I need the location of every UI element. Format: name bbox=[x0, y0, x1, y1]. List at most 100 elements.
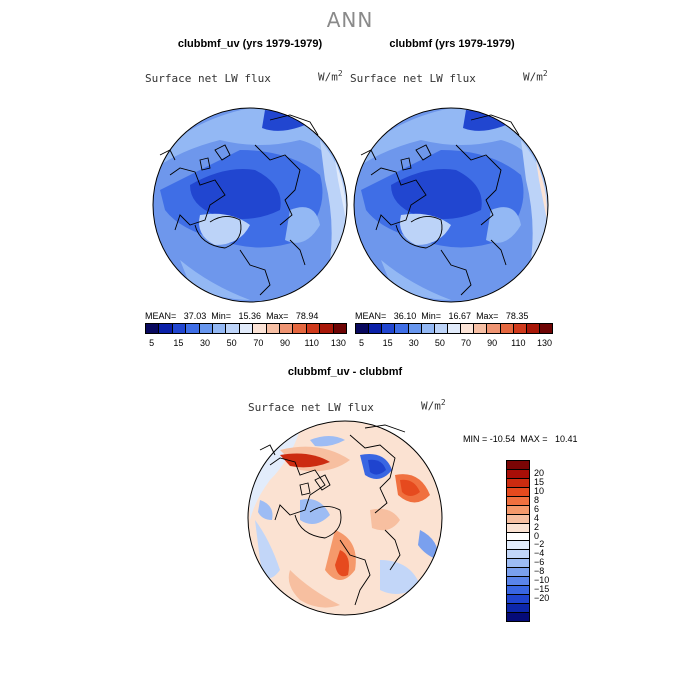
colorbar-swatch bbox=[333, 324, 347, 333]
colorbar-swatch bbox=[526, 324, 540, 333]
colorbar-swatch bbox=[507, 559, 529, 569]
colorbar-swatch bbox=[253, 324, 267, 333]
colorbar-tick-label: 70 bbox=[461, 338, 472, 348]
panel-2-title: clubbmf (yrs 1979-1979) bbox=[389, 38, 515, 50]
colorbar-swatch bbox=[507, 612, 529, 621]
diff-panel-title: clubbmf_uv - clubbmf bbox=[287, 366, 403, 378]
panel-2-colorbar-labels: 5 15 30 50 70 90 110 130 bbox=[355, 338, 552, 350]
panel-2-units: W/m2 bbox=[523, 69, 548, 84]
colorbar-swatch bbox=[461, 324, 475, 333]
colorbar-swatch bbox=[507, 514, 529, 524]
colorbar-tick-label: 90 bbox=[279, 338, 291, 348]
diff-panel-colorbar bbox=[506, 460, 530, 622]
colorbar-swatch bbox=[507, 550, 529, 560]
panel-2-stats: MEAN= 36.10 Min= 16.67 Max= 78.35 bbox=[355, 311, 529, 321]
panel-2-colorbar bbox=[355, 323, 553, 334]
colorbar-tick-label: 15 bbox=[382, 338, 393, 348]
colorbar-swatch bbox=[507, 523, 529, 533]
diff-panel-colorbar-labels: 20 15 10 8 6 4 2 0 −2 −4 −6 −8 −10 −15 −20 bbox=[534, 460, 574, 620]
colorbar-swatch bbox=[159, 324, 173, 333]
diff-panel-field-label: Surface net LW flux bbox=[248, 401, 374, 414]
colorbar-tick-label: 50 bbox=[434, 338, 445, 348]
colorbar-tick-label: 6 bbox=[534, 503, 540, 514]
colorbar-tick-label: −6 bbox=[534, 557, 545, 568]
colorbar-tick-label: 30 bbox=[408, 338, 419, 348]
panel-1-units: W/m2 bbox=[318, 69, 343, 84]
panel-1-title: clubbmf_uv (yrs 1979-1979) bbox=[177, 38, 323, 50]
colorbar-swatch bbox=[266, 324, 281, 333]
panel-1-stats: MEAN= 37.03 Min= 15.36 Max= 78.94 bbox=[145, 311, 319, 321]
colorbar-swatch bbox=[507, 604, 529, 613]
colorbar-swatch bbox=[186, 324, 200, 333]
colorbar-tick-label: 50 bbox=[226, 338, 237, 348]
colorbar-tick-label: −10 bbox=[534, 575, 550, 585]
colorbar-swatch bbox=[507, 505, 529, 515]
colorbar-swatch bbox=[146, 324, 160, 333]
colorbar-swatch bbox=[213, 324, 227, 333]
colorbar-tick-label: 20 bbox=[534, 468, 545, 479]
diff-panel-units: W/m2 bbox=[421, 398, 446, 413]
colorbar-swatch bbox=[320, 324, 334, 333]
panel-2-field-label: Surface net LW flux bbox=[350, 72, 476, 85]
colorbar-swatch bbox=[474, 324, 488, 333]
colorbar-tick-label: 110 bbox=[304, 338, 319, 348]
colorbar-swatch bbox=[507, 469, 529, 479]
colorbar-tick-label: 5 bbox=[149, 338, 155, 348]
colorbar-swatch bbox=[507, 577, 529, 587]
colorbar-tick-label: −15 bbox=[534, 583, 550, 594]
colorbar-swatch bbox=[507, 487, 529, 497]
colorbar-swatch bbox=[408, 324, 422, 333]
colorbar-swatch bbox=[239, 324, 254, 333]
colorbar-tick-label: 5 bbox=[359, 338, 365, 348]
colorbar-swatch bbox=[487, 324, 501, 333]
colorbar-tick-label: 30 bbox=[199, 338, 211, 348]
colorbar-swatch bbox=[500, 324, 514, 333]
colorbar-tick-label: 70 bbox=[253, 338, 264, 348]
colorbar-tick-label: −20 bbox=[534, 592, 550, 603]
colorbar-tick-label: 10 bbox=[534, 486, 545, 497]
diff-panel-stats: MIN = -10.54 MAX = 10.41 bbox=[463, 434, 578, 444]
colorbar-swatch bbox=[172, 324, 187, 333]
colorbar-tick-label: 130 bbox=[330, 338, 346, 348]
colorbar-tick-label: −2 bbox=[534, 539, 545, 550]
colorbar-swatch bbox=[226, 324, 240, 333]
main-title: ANN bbox=[326, 8, 374, 32]
colorbar-tick-label: 8 bbox=[534, 495, 540, 505]
colorbar-tick-label: 0 bbox=[534, 530, 540, 541]
colorbar-swatch bbox=[507, 568, 529, 578]
panel-1-field-label: Surface net LW flux bbox=[145, 72, 271, 85]
colorbar-swatch bbox=[421, 324, 435, 333]
colorbar-swatch bbox=[507, 541, 529, 551]
colorbar-tick-label: −8 bbox=[534, 566, 545, 577]
colorbar-swatch bbox=[382, 324, 396, 333]
colorbar-swatch bbox=[280, 324, 294, 333]
colorbar-tick-label: −4 bbox=[534, 548, 545, 559]
colorbar-swatch bbox=[507, 595, 529, 604]
colorbar-tick-label: 15 bbox=[534, 477, 545, 488]
colorbar-swatch bbox=[507, 461, 529, 470]
colorbar-swatch bbox=[306, 324, 321, 333]
colorbar-swatch bbox=[507, 586, 529, 596]
panel-1-colorbar-labels: 5 15 30 50 70 90 110 130 bbox=[145, 338, 346, 350]
colorbar-swatch bbox=[539, 324, 553, 333]
colorbar-tick-label: 130 bbox=[536, 338, 552, 348]
colorbar-swatch bbox=[395, 324, 409, 333]
colorbar-tick-label: 15 bbox=[173, 338, 184, 348]
colorbar-tick-label: 4 bbox=[534, 512, 540, 523]
colorbar-swatch bbox=[293, 324, 307, 333]
colorbar-swatch bbox=[199, 324, 214, 333]
panel-1-colorbar bbox=[145, 323, 347, 334]
colorbar-tick-label: 110 bbox=[511, 338, 526, 348]
colorbar-swatch bbox=[434, 324, 448, 333]
colorbar-tick-label: 90 bbox=[487, 338, 498, 348]
colorbar-swatch bbox=[507, 532, 529, 542]
colorbar-tick-label: 2 bbox=[534, 521, 540, 532]
colorbar-swatch bbox=[507, 478, 529, 488]
colorbar-swatch bbox=[356, 324, 370, 333]
colorbar-swatch bbox=[513, 324, 527, 333]
colorbar-swatch bbox=[507, 496, 529, 506]
colorbar-swatch bbox=[447, 324, 462, 333]
